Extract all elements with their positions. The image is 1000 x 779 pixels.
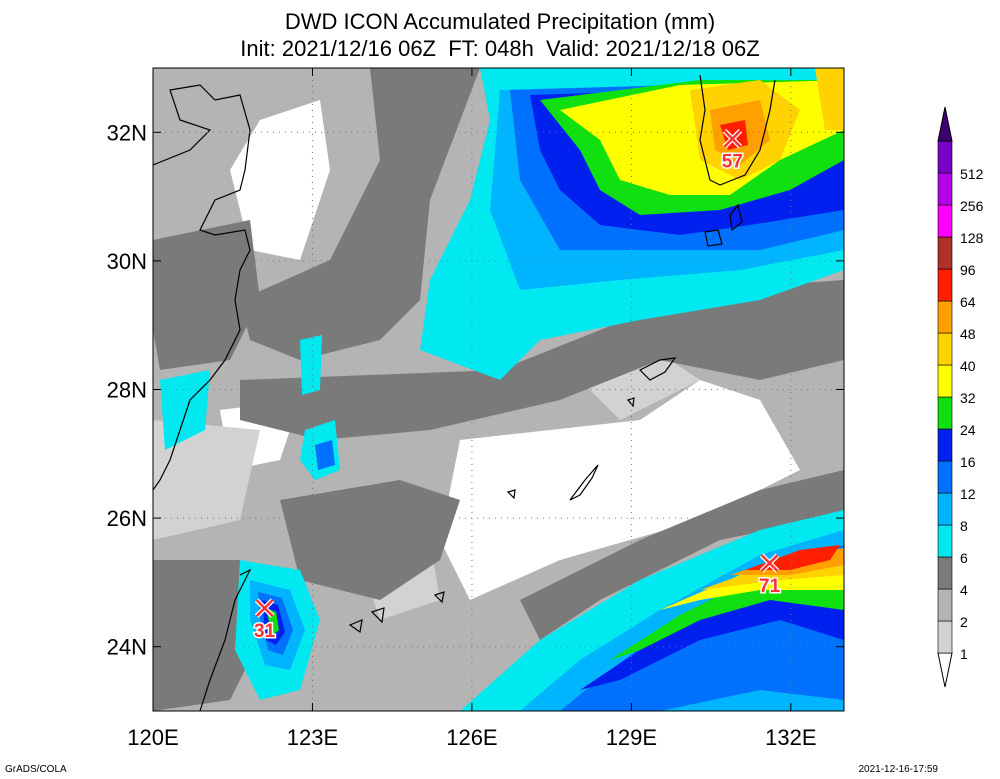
colorbar-label: 64 [960,294,976,310]
low-precip-area [440,380,800,600]
maximum-value-label: 71 [759,576,781,597]
maximum-value-label: 57 [722,152,743,173]
maximum-marker: 31 [253,598,277,644]
colorbar-label: 12 [960,486,976,502]
lat-tick-label: 24N [107,635,147,660]
colorbar-swatch [937,204,953,238]
colorbar-swatch [937,236,953,270]
colorbar-label: 48 [960,326,976,342]
colorbar-swatch [937,588,953,622]
colorbar-swatch [937,428,953,462]
footer-credit: GrADS/COLA [5,764,67,775]
lon-tick-label: 126E [446,725,497,750]
colorbar-swatch [937,492,953,526]
lat-tick-label: 30N [107,249,147,274]
band-2-4mm [240,68,480,360]
colorbar-label: 1 [960,646,968,662]
axis-ticks: 120E 123E 126E 129E 132E 24N 26N 28N 30N 32N [107,68,844,750]
colorbar-swatch [937,524,953,558]
footer-timestamp: 2021-12-16-17:59 [858,764,938,775]
colorbar-top-arrow [937,106,953,142]
colorbar-label: 512 [960,166,984,182]
colorbar-swatch [937,620,953,654]
map-subtitle: Init: 2021/12/16 06Z FT: 048h Valid: 202… [240,36,760,61]
colorbar-swatch [937,332,953,366]
colorbar-swatch [937,556,953,590]
colorbar-label: 6 [960,550,968,566]
colorbar-label: 128 [960,230,984,246]
lat-tick-label: 26N [107,506,147,531]
lon-tick-label: 120E [127,725,178,750]
lon-tick-label: 123E [287,725,338,750]
colorbar-swatch [937,396,953,430]
colorbar-label: 4 [960,582,968,598]
colorbar-bottom-arrow [937,652,953,688]
lat-tick-label: 28N [107,378,147,403]
coastline [153,74,776,711]
maxima-markers: 31 57 71 [253,128,782,644]
colorbar-swatch [937,300,953,334]
colorbar-label: 8 [960,518,968,534]
colorbar-swatch [937,140,953,174]
colorbar-swatch [937,172,953,206]
lon-tick-label: 129E [606,725,657,750]
colorbar-label: 40 [960,358,976,374]
colorbar-label: 96 [960,262,976,278]
lon-tick-label: 132E [765,725,816,750]
colorbar-label: 32 [960,390,976,406]
lat-tick-label: 32N [107,120,147,145]
maximum-value-label: 31 [254,621,276,642]
colorbar-label: 24 [960,422,976,438]
colorbar-label: 16 [960,454,976,470]
map-title: DWD ICON Accumulated Precipitation (mm) [284,9,716,34]
colorbar-swatch [937,364,953,398]
maximum-marker: 57 [720,128,744,174]
maximum-marker: 71 [758,553,782,599]
colorbar-label: 256 [960,198,984,214]
colorbar-swatch [937,460,953,494]
colorbar-label: 2 [960,614,968,630]
colorbar-swatch [937,268,953,302]
